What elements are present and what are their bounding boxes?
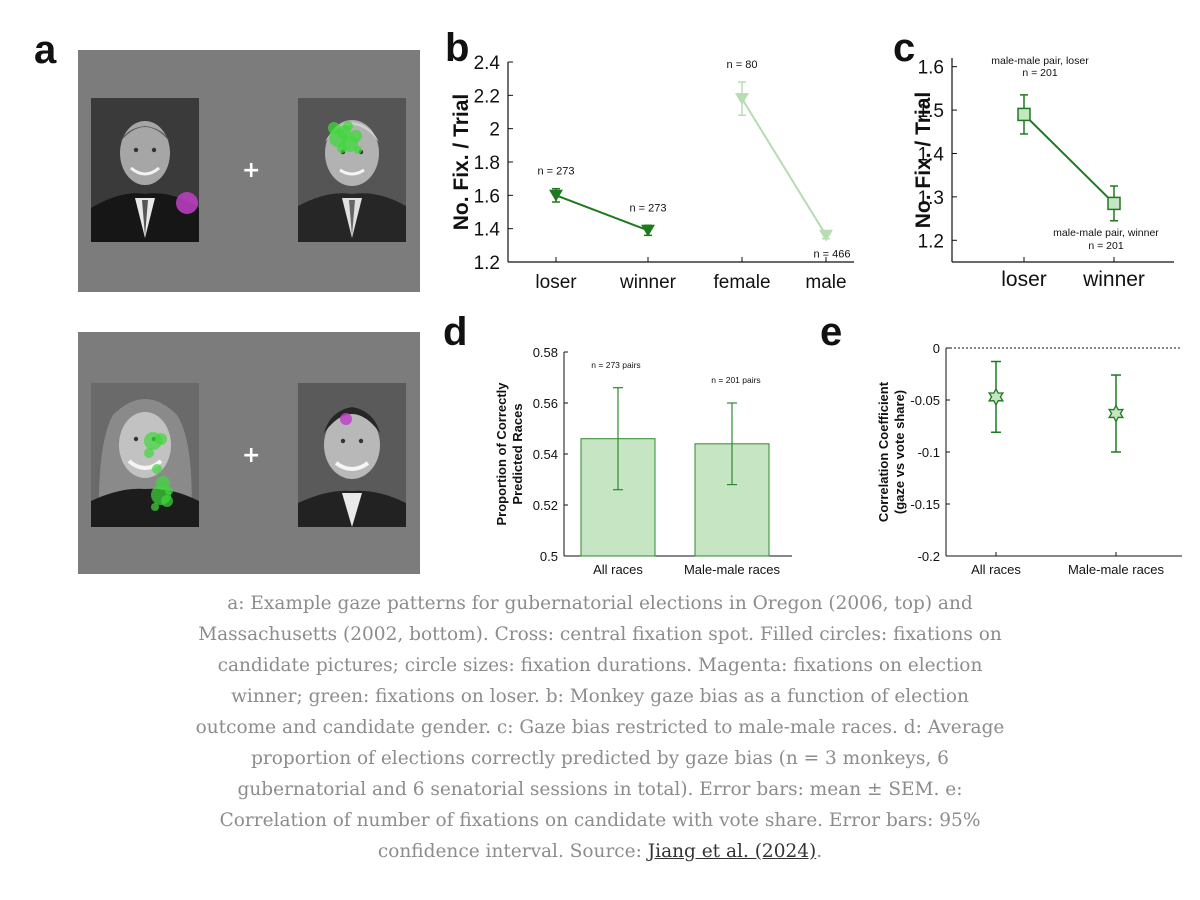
chart-c: 1.2 1.3 1.4 1.5 1.6 loser winner No. Fix. / Tri… <box>912 55 1174 291</box>
d-ytick-label-4: 0.58 <box>533 345 558 360</box>
stimulus-screen-oregon: + <box>78 50 420 292</box>
b-ylabel: No. Fix. / Trial <box>450 94 473 231</box>
panel-letter-a: a <box>34 28 57 72</box>
e-ytick-label-3: -0.15 <box>910 497 940 512</box>
candidate-photo-right-2 <box>298 383 406 527</box>
b-point-1-0 <box>735 93 749 105</box>
e-ytick-label-1: -0.05 <box>910 393 940 408</box>
b-point-0-0 <box>549 189 563 202</box>
e-ytick-label-4: -0.2 <box>918 549 940 564</box>
b-n-label-1-0: n = 80 <box>727 59 758 71</box>
b-ytick-label-0: 1.2 <box>474 253 500 274</box>
stimulus-screen-massachusetts: + <box>78 332 420 574</box>
b-point-1-1 <box>819 229 833 242</box>
c-ytick-label-0: 1.2 <box>918 231 944 252</box>
e-ytick-label-2: -0.1 <box>918 445 940 460</box>
e-ylabel-line-0: Correlation Coefficient <box>876 381 891 522</box>
b-ytick-label-3: 1.8 <box>474 153 500 174</box>
candidate-photo-left <box>91 98 199 242</box>
b-n-label-1-1: n = 466 <box>813 248 850 260</box>
c-label-loser-2: n = 201 <box>1022 67 1057 79</box>
e-point-1 <box>1107 404 1125 423</box>
d-xtick-label-0: All races <box>593 562 643 577</box>
b-xtick-label-3: male <box>805 272 846 293</box>
fixation-cross-2: + <box>242 443 261 468</box>
c-ytick-label-3: 1.5 <box>918 101 944 122</box>
c-ytick-label-4: 1.6 <box>918 58 944 79</box>
c-point-0 <box>1017 107 1031 122</box>
chart-e: 0 -0.05 -0.1 -0.15 -0.2 Correlation Coefficie… <box>876 341 1182 577</box>
loser-fixation-cluster-2 <box>144 432 173 511</box>
c-label-winner-1: male-male pair, winner <box>1053 227 1159 239</box>
panel-letter-d: d <box>443 310 468 354</box>
b-series-line-1 <box>741 98 827 236</box>
b-ytick-label-5: 2.2 <box>474 86 500 107</box>
e-ylabel-line-1: (gaze vs vote share) <box>892 390 907 514</box>
chart-b: 1.2 1.4 1.6 1.8 2 2.2 2.4 loser winner female male… <box>450 53 854 293</box>
loser-fixation-cluster <box>328 121 362 154</box>
d-ytick-label-1: 0.52 <box>533 498 558 513</box>
panel-letter-b: b <box>445 26 470 70</box>
fixation-circle-winner-2 <box>340 413 352 425</box>
b-n-label-0-0: n = 273 <box>537 166 574 178</box>
c-label-loser-1: male-male pair, loser <box>991 55 1089 67</box>
d-ytick-label-3: 0.56 <box>533 396 558 411</box>
panel-letter-e: e <box>820 310 843 354</box>
b-ytick-label-6: 2.4 <box>474 53 501 74</box>
panel-letter-c: c <box>893 26 916 70</box>
c-series-line <box>1023 113 1115 205</box>
d-ylabel-line-1: Predicted Races <box>510 403 525 504</box>
d-ytick-label-0: 0.5 <box>540 549 558 564</box>
c-xtick-label-0: loser <box>1001 268 1047 291</box>
fixation-cross: + <box>242 158 261 183</box>
c-label-winner-2: n = 201 <box>1088 240 1123 252</box>
source-link[interactable]: Jiang et al. (2024) <box>647 841 817 862</box>
b-n-label-0-1: n = 273 <box>629 202 666 214</box>
chart-d: 0.5 0.52 0.54 0.56 0.58 Proportion of Correct… <box>494 345 792 577</box>
e-xtick-label-0: All races <box>971 562 1021 577</box>
e-xtick-label-1: Male-male races <box>1068 562 1165 577</box>
c-ytick-label-1: 1.3 <box>918 188 944 209</box>
e-ytick-label-0: 0 <box>933 341 940 356</box>
c-xtick-label-1: winner <box>1082 268 1145 291</box>
d-annotation-1: n = 201 pairs <box>711 375 760 385</box>
candidate-photo-right <box>298 98 406 242</box>
b-series-line-0 <box>555 194 649 232</box>
caption-text: a: Example gaze patterns for gubernatori… <box>195 593 1005 862</box>
fixation-circle-winner <box>176 192 198 214</box>
figure-caption: a: Example gaze patterns for gubernatori… <box>190 588 1010 867</box>
b-point-0-1 <box>641 224 655 237</box>
b-xtick-label-0: loser <box>535 272 577 293</box>
c-ylabel: No. Fix. / Trial <box>912 92 935 229</box>
caption-end: . <box>816 841 823 862</box>
b-xtick-label-2: female <box>713 272 770 293</box>
b-ytick-label-2: 1.6 <box>474 186 500 207</box>
e-point-0 <box>987 387 1005 407</box>
d-xtick-label-1: Male-male races <box>684 562 781 577</box>
d-ylabel-line-0: Proportion of Correctly <box>494 382 509 526</box>
c-point-1 <box>1107 196 1121 211</box>
d-annotation-0: n = 273 pairs <box>591 360 640 370</box>
candidate-photo-left-2 <box>91 383 199 527</box>
d-ytick-label-2: 0.54 <box>533 447 558 462</box>
c-ytick-label-2: 1.4 <box>918 144 945 165</box>
b-xtick-label-1: winner <box>619 272 677 293</box>
b-ytick-label-4: 2 <box>489 120 500 141</box>
b-ytick-label-1: 1.4 <box>474 220 501 241</box>
